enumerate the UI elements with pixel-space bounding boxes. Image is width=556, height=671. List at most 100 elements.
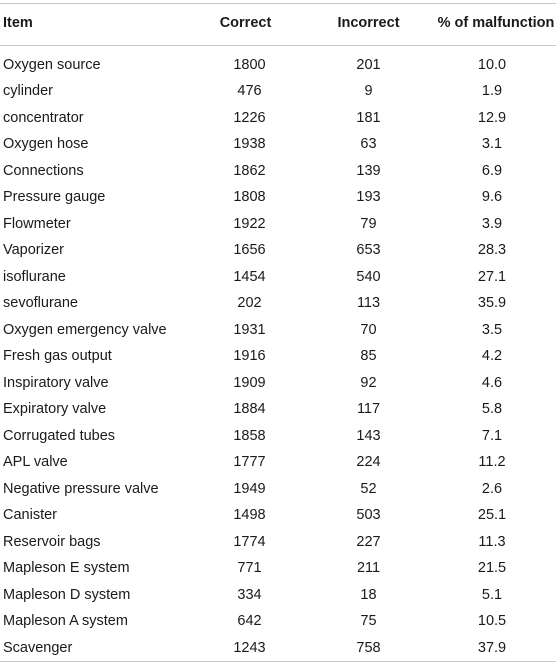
cell-item: Mapleson A system <box>3 613 128 630</box>
cell-item: Connections <box>3 162 84 179</box>
cell-incorrect: 85 <box>360 348 377 365</box>
cell-incorrect: 52 <box>360 480 377 497</box>
cell-correct: 1916 <box>233 348 266 365</box>
table-row: Oxygen emergency valve 1931 70 3.5 <box>0 317 556 344</box>
cell-pct-malfunction: 25.1 <box>477 507 507 524</box>
table-row: cylinder 476 9 1.9 <box>0 78 556 105</box>
cell-correct: 1454 <box>233 268 266 285</box>
table-row: Oxygen hose 1938 63 3.1 <box>0 131 556 158</box>
cell-incorrect: 117 <box>356 401 381 418</box>
cell-incorrect: 540 <box>356 268 381 285</box>
cell-item: Reservoir bags <box>3 533 101 550</box>
table-row: Negative pressure valve 1949 52 2.6 <box>0 476 556 503</box>
cell-pct-malfunction: 21.5 <box>477 560 507 577</box>
cell-pct-malfunction: 11.3 <box>478 533 506 550</box>
cell-item: Negative pressure valve <box>3 480 159 497</box>
cell-item: Corrugated tubes <box>3 427 116 444</box>
table-row: Canister 1498 503 25.1 <box>0 502 556 529</box>
cell-incorrect: 227 <box>356 533 381 550</box>
cell-item: Scavenger <box>0 634 190 662</box>
cell-item: Mapleson E system <box>3 560 130 577</box>
table-row: Corrugated tubes 1858 143 7.1 <box>0 423 556 450</box>
table-row: Inspiratory valve 1909 92 4.6 <box>0 370 556 397</box>
table-row: Mapleson A system 642 75 10.5 <box>0 608 556 635</box>
cell-correct: 1226 <box>233 109 266 126</box>
cell-pct-malfunction: 7.1 <box>481 427 503 444</box>
cell-item: Inspiratory valve <box>3 374 109 391</box>
cell-item: Flowmeter <box>3 215 71 232</box>
cell-item: Pressure gauge <box>3 189 106 206</box>
cell-correct: 1931 <box>233 321 266 338</box>
cell-pct-malfunction: 37.9 <box>428 634 556 662</box>
cell-pct-malfunction: 35.9 <box>477 295 507 312</box>
cell-correct: 202 <box>237 295 262 312</box>
cell-incorrect: 18 <box>360 586 377 603</box>
table-row: Mapleson D system 334 18 5.1 <box>0 582 556 609</box>
cell-item: Vaporizer <box>3 242 64 259</box>
cell-correct: 1884 <box>233 401 266 418</box>
table-row: sevoflurane 202 113 35.9 <box>0 290 556 317</box>
cell-correct: 1656 <box>233 242 266 259</box>
header-incorrect: Incorrect <box>309 3 428 46</box>
cell-incorrect: 758 <box>309 634 428 662</box>
cell-item: sevoflurane <box>3 295 78 312</box>
table-row: Vaporizer 1656 653 28.3 <box>0 237 556 264</box>
cell-correct: 476 <box>237 83 262 100</box>
malfunction-table: Item Correct Incorrect % of malfunction … <box>0 3 556 662</box>
cell-incorrect: 193 <box>356 189 381 206</box>
cell-incorrect: 653 <box>356 242 381 259</box>
cell-correct: 1498 <box>233 507 266 524</box>
cell-item: Canister <box>3 507 57 524</box>
cell-pct-malfunction: 28.3 <box>477 242 507 259</box>
cell-correct: 1808 <box>233 189 266 206</box>
header-pct-malfunction: % of malfunction <box>428 3 556 46</box>
cell-correct: 1777 <box>233 454 266 471</box>
table-row: Flowmeter 1922 79 3.9 <box>0 211 556 238</box>
cell-pct-malfunction: 3.5 <box>481 321 503 338</box>
cell-correct: 1938 <box>233 136 266 153</box>
cell-pct-malfunction: 10.5 <box>477 613 507 630</box>
table-row: Oxygen source 1800 201 10.0 <box>0 52 556 79</box>
cell-item: Oxygen source <box>3 56 101 73</box>
cell-item: concentrator <box>3 109 84 126</box>
cell-incorrect: 224 <box>356 454 381 471</box>
table-row: isoflurane 1454 540 27.1 <box>0 264 556 291</box>
table-row: Connections 1862 139 6.9 <box>0 158 556 185</box>
cell-pct-malfunction: 5.8 <box>481 401 503 418</box>
table-body: Oxygen source 1800 201 10.0 cylinder 476 9 1.9 c… <box>0 46 556 662</box>
cell-incorrect: 211 <box>356 560 381 577</box>
cell-correct: 1858 <box>233 427 266 444</box>
table-row: APL valve 1777 224 11.2 <box>0 449 556 476</box>
table-row: Expiratory valve 1884 117 5.8 <box>0 396 556 423</box>
cell-pct-malfunction: 4.6 <box>481 374 503 391</box>
cell-pct-malfunction: 11.2 <box>478 454 506 471</box>
cell-incorrect: 75 <box>360 613 377 630</box>
cell-correct: 1909 <box>233 374 266 391</box>
cell-pct-malfunction: 10.0 <box>477 56 507 73</box>
cell-incorrect: 143 <box>356 427 381 444</box>
cell-correct: 642 <box>237 613 262 630</box>
cell-correct: 1922 <box>233 215 266 232</box>
table-row: Pressure gauge 1808 193 9.6 <box>0 184 556 211</box>
header-correct: Correct <box>190 3 309 46</box>
cell-pct-malfunction: 3.9 <box>481 215 503 232</box>
cell-pct-malfunction: 1.9 <box>481 83 503 100</box>
cell-incorrect: 201 <box>356 56 381 73</box>
cell-item: Fresh gas output <box>3 348 112 365</box>
cell-pct-malfunction: 2.6 <box>481 480 503 497</box>
cell-incorrect: 503 <box>356 507 381 524</box>
table-row: Mapleson E system 771 211 21.5 <box>0 555 556 582</box>
cell-incorrect: 139 <box>356 162 381 179</box>
cell-item: APL valve <box>3 454 68 471</box>
table-row: Reservoir bags 1774 227 11.3 <box>0 529 556 556</box>
cell-correct: 1949 <box>233 480 266 497</box>
cell-correct: 334 <box>237 586 262 603</box>
header-row: Item Correct Incorrect % of malfunction <box>0 3 556 46</box>
cell-incorrect: 70 <box>360 321 377 338</box>
cell-pct-malfunction: 9.6 <box>481 189 503 206</box>
cell-incorrect: 9 <box>364 83 373 100</box>
table-header: Item Correct Incorrect % of malfunction <box>0 3 556 46</box>
cell-item: isoflurane <box>3 268 66 285</box>
cell-item: Oxygen emergency valve <box>3 321 167 338</box>
